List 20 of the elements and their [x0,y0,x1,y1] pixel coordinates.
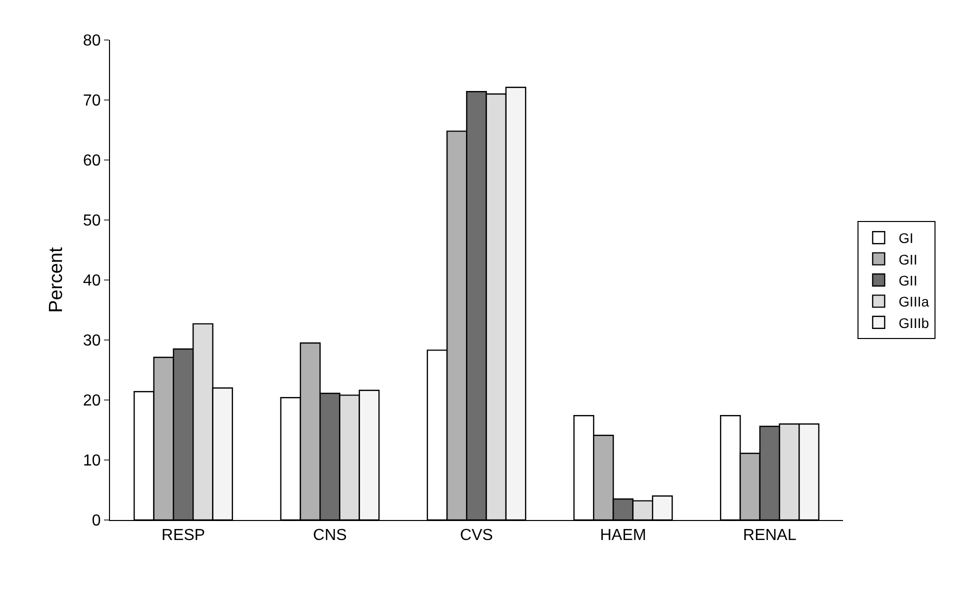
x-tick-label: RESP [162,527,206,544]
legend-label: GI [898,230,914,246]
legend-label: GIIIa [898,294,930,310]
y-axis-title: Percent [46,246,67,313]
y-tick-label: 0 [92,512,101,530]
y-tick-label: 20 [83,392,101,410]
y-tick-label: 50 [83,212,101,230]
y-tick-label: 40 [83,272,101,290]
x-tick-label: RENAL [743,527,796,544]
y-tick-label: 70 [83,92,101,110]
legend-label: GII [898,272,918,288]
y-tick-label: 60 [83,152,101,170]
legend-label: GIIIb [898,314,930,331]
x-tick-label: HAEM [600,527,646,544]
x-tick-label: CNS [313,527,347,544]
legend-label: GII [898,251,918,268]
y-tick-label: 10 [83,452,101,470]
x-tick-label: CVS [460,527,493,544]
y-tick-label: 80 [83,32,101,50]
y-tick-label: 30 [83,332,101,350]
